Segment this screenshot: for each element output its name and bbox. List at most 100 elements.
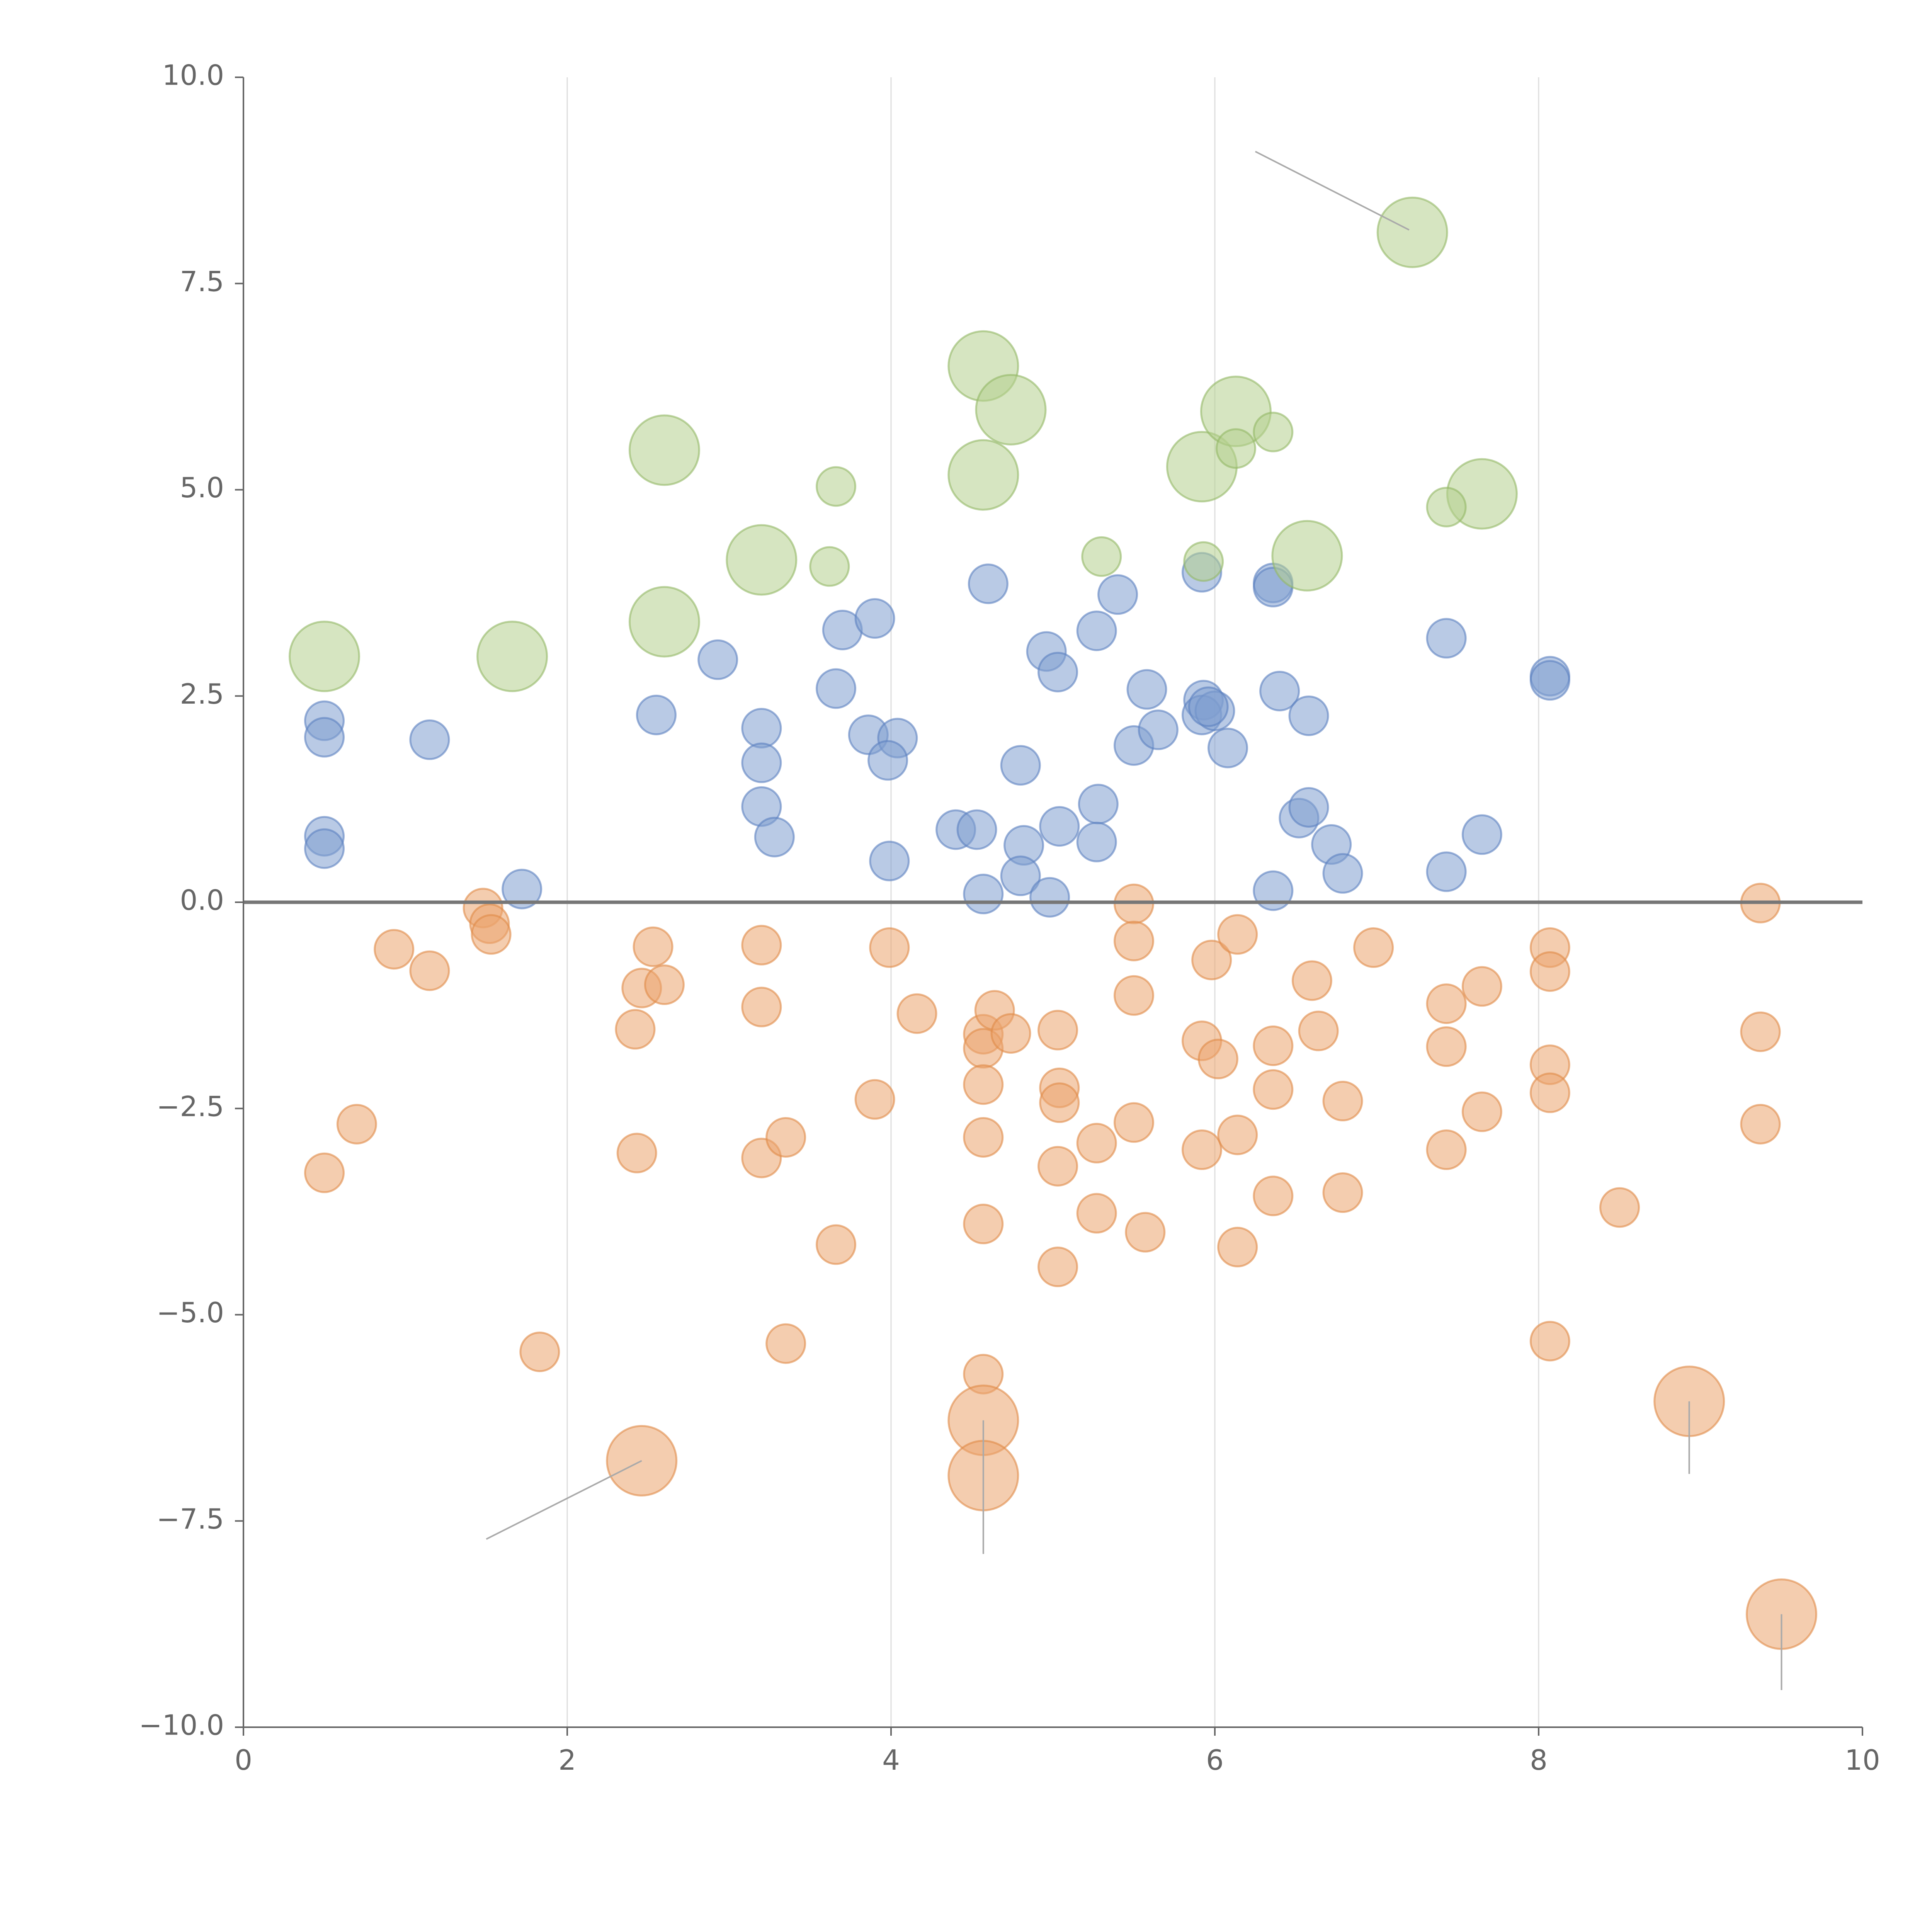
- data-point-blue: [1097, 574, 1138, 615]
- data-point-orange: [633, 926, 673, 967]
- data-point-blue: [304, 828, 345, 869]
- data-point-green-small: [1215, 428, 1256, 469]
- data-point-orange: [336, 1104, 377, 1145]
- data-point-orange: [963, 1064, 1004, 1105]
- data-point-orange: [854, 1079, 895, 1120]
- data-point-blue: [867, 740, 908, 781]
- data-point-green-small: [1253, 412, 1294, 452]
- data-point-orange: [1298, 1010, 1339, 1051]
- data-point-orange: [1426, 983, 1467, 1024]
- data-point-blue: [697, 639, 738, 680]
- x-tick-label: 0: [235, 1744, 252, 1776]
- data-point-orange: [1114, 1102, 1154, 1143]
- data-point-orange: [896, 993, 937, 1034]
- data-point-orange: [1291, 960, 1332, 1001]
- data-point-blue: [741, 708, 782, 749]
- data-point-green-small: [1426, 486, 1467, 527]
- y-tick-label: 10.0: [162, 59, 224, 92]
- y-tick-label: 7.5: [180, 265, 224, 298]
- data-point-orange: [616, 1133, 657, 1173]
- data-point-blue: [741, 742, 782, 783]
- data-point-blue: [1138, 709, 1179, 750]
- data-point-blue: [1208, 728, 1248, 769]
- data-point-orange: [1076, 1193, 1117, 1234]
- data-point-orange: [1322, 1081, 1363, 1122]
- data-point-orange: [1253, 1175, 1294, 1216]
- data-point-orange: [990, 1013, 1031, 1054]
- data-point-orange: [1740, 1104, 1781, 1145]
- data-point-orange: [1426, 1129, 1467, 1170]
- data-point-blue: [1529, 660, 1570, 701]
- data-point-blue: [816, 668, 857, 709]
- data-point-blue: [1461, 814, 1502, 855]
- y-tick-label: −10.0: [139, 1709, 224, 1742]
- data-point-orange: [644, 964, 685, 1005]
- data-point-orange: [1037, 1010, 1078, 1051]
- data-point-blue: [956, 809, 997, 850]
- data-point-blue: [869, 840, 910, 881]
- data-point-orange: [765, 1323, 806, 1364]
- data-point-orange: [1037, 1146, 1078, 1187]
- x-tick-label: 10: [1845, 1744, 1880, 1776]
- data-point-green: [1271, 520, 1343, 592]
- data-point-blue: [1188, 686, 1229, 727]
- data-point-blue: [636, 694, 677, 735]
- data-point-orange: [1353, 927, 1394, 968]
- data-point-blue: [754, 816, 795, 857]
- data-point-orange: [1529, 1321, 1570, 1362]
- data-point-green: [726, 524, 798, 596]
- data-point-blue: [1288, 695, 1329, 736]
- data-point-blue: [1426, 618, 1467, 659]
- data-point-green-small: [1183, 541, 1224, 582]
- data-point-orange: [741, 986, 782, 1027]
- data-point-orange: [963, 1117, 1004, 1158]
- data-point-blue: [304, 717, 345, 758]
- data-point-green: [628, 586, 700, 658]
- data-point-orange: [869, 927, 910, 968]
- data-point-blue: [1288, 787, 1329, 828]
- data-point-orange: [1217, 1114, 1258, 1155]
- x-tick-label: 4: [882, 1744, 900, 1776]
- data-point-orange: [1322, 1172, 1363, 1213]
- data-point-green: [628, 414, 700, 486]
- data-point-blue: [502, 869, 543, 910]
- data-point-blue: [1039, 806, 1080, 847]
- y-tick-label: −5.0: [156, 1296, 224, 1329]
- data-point-orange: [1461, 1091, 1502, 1132]
- data-point-orange: [1191, 939, 1232, 980]
- data-point-orange: [374, 929, 415, 970]
- data-point-blue: [854, 598, 895, 639]
- data-point-green: [947, 439, 1019, 511]
- data-point-orange: [1253, 1025, 1294, 1066]
- data-point-blue: [1253, 870, 1294, 911]
- data-point-orange: [1076, 1122, 1117, 1163]
- data-point-orange: [1217, 1226, 1258, 1267]
- y-tick-label: −7.5: [156, 1503, 224, 1535]
- data-point-orange: [741, 925, 782, 966]
- data-point-orange: [1461, 966, 1502, 1007]
- data-point-orange: [1125, 1212, 1166, 1253]
- data-point-orange: [1114, 920, 1154, 961]
- data-point-blue: [1078, 784, 1119, 825]
- y-tick-label: −2.5: [156, 1090, 224, 1122]
- data-point-blue: [1126, 669, 1167, 710]
- data-point-blue: [968, 563, 1009, 604]
- data-point-blue: [1029, 877, 1070, 918]
- data-point-green-small: [809, 546, 850, 587]
- data-point-orange: [519, 1332, 560, 1372]
- data-point-green: [289, 621, 360, 692]
- x-tick-label: 2: [558, 1744, 576, 1776]
- tick-layer: 10.0 7.5 5.0 2.5 0.0 −2.5 −5.0 −7.5 −10.0 0 2 4 6 8 10: [139, 59, 1880, 1776]
- x-tick-label: 6: [1206, 1744, 1224, 1776]
- data-point-orange: [1197, 1039, 1238, 1080]
- data-point-orange: [765, 1117, 806, 1158]
- data-point-orange: [1253, 1069, 1294, 1110]
- bubble-layer: [289, 196, 1817, 1650]
- data-point-blue: [1000, 855, 1041, 896]
- data-point-orange: [1039, 1082, 1080, 1123]
- data-point-green-small: [816, 466, 857, 507]
- data-point-orange: [1599, 1187, 1640, 1228]
- data-point-blue: [1037, 651, 1078, 692]
- data-point-blue: [1076, 821, 1117, 862]
